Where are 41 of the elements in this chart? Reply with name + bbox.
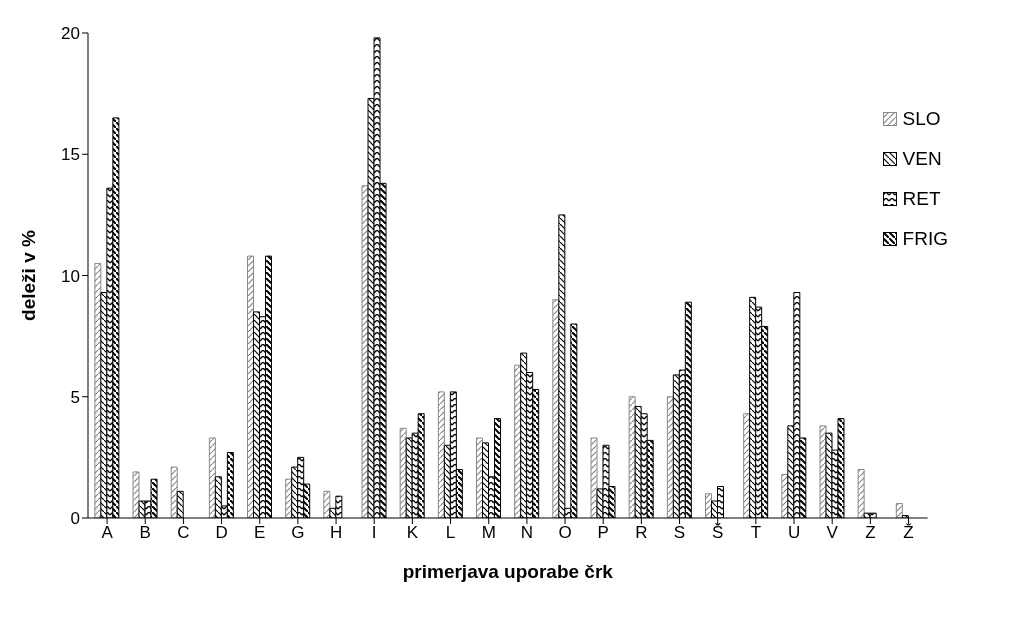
x-axis-title: primerjava uporabe črk	[402, 561, 614, 582]
x-tick-label: Ž	[903, 523, 914, 543]
bar	[208, 437, 216, 518]
legend-label: SLO	[902, 108, 941, 130]
x-tick-label: Š	[712, 523, 724, 543]
x-tick-label: Z	[865, 523, 876, 543]
legend-label: RET	[902, 188, 941, 210]
bar	[170, 466, 178, 518]
bar	[857, 469, 865, 518]
y-tick-label: 15	[61, 145, 80, 165]
x-tick-label: G	[291, 523, 305, 543]
x-tick-label: C	[177, 523, 190, 543]
x-tick-label: O	[558, 523, 572, 543]
x-tick-label: A	[101, 523, 114, 543]
x-tick-label: E	[254, 523, 266, 543]
x-tick-label: L	[445, 523, 456, 543]
y-axis-title: deleži v %	[17, 229, 39, 321]
x-tick-label: T	[750, 523, 762, 543]
x-tick-label: U	[787, 523, 801, 543]
bar	[590, 437, 598, 518]
x-tick-label: H	[329, 523, 343, 543]
x-tick-label: M	[481, 523, 496, 543]
x-tick-label: N	[520, 523, 534, 543]
x-tick-label: S	[673, 523, 686, 543]
x-tick-label: K	[406, 523, 419, 543]
x-tick-label: B	[139, 523, 151, 543]
y-tick-label: 5	[70, 387, 80, 407]
x-tick-label: V	[826, 523, 839, 543]
bar	[437, 391, 445, 518]
bar	[895, 502, 903, 518]
legend-label: VEN	[902, 148, 942, 170]
x-tick-label: R	[635, 523, 648, 543]
x-tick-label: D	[215, 523, 228, 543]
bar	[132, 471, 140, 518]
y-tick-label: 0	[70, 509, 80, 529]
x-tick-label: P	[597, 523, 609, 543]
y-tick-label: 20	[61, 24, 80, 44]
y-tick-label: 10	[61, 266, 80, 286]
bar	[323, 490, 331, 518]
legend-label: FRIG	[902, 228, 948, 250]
x-tick-label: I	[371, 523, 377, 543]
